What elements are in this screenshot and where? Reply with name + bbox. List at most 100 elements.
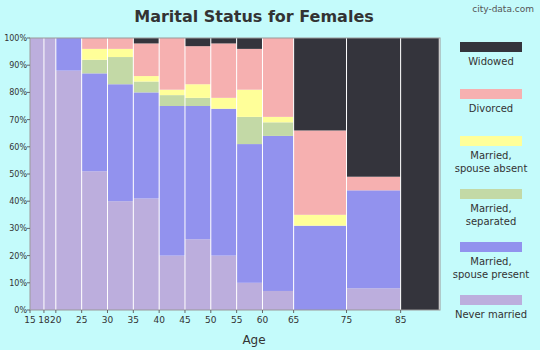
legend-label: Divorced — [469, 103, 513, 114]
x-tick-label: 30 — [102, 315, 114, 325]
y-tick-label: 80% — [9, 88, 27, 97]
x-tick — [400, 310, 401, 313]
y-tick — [27, 65, 30, 66]
x-tick-label: 20 — [50, 315, 62, 325]
y-tick — [27, 255, 30, 256]
y-tick — [27, 282, 30, 283]
segment — [185, 84, 211, 98]
segment — [133, 76, 159, 81]
y-tick — [27, 119, 30, 120]
legend-label: Widowed — [468, 56, 514, 67]
y-tick — [27, 38, 30, 39]
segment — [185, 38, 211, 46]
segment — [107, 38, 133, 49]
segment — [82, 38, 108, 49]
x-tick-label: 85 — [395, 315, 406, 325]
x-axis-label: Age — [242, 333, 265, 347]
x-tick — [43, 310, 44, 313]
x-tick — [293, 310, 294, 313]
segment — [107, 49, 133, 57]
x-tick — [81, 310, 82, 313]
watermark: city-data.com — [472, 4, 534, 14]
segment — [56, 71, 82, 310]
x-tick-label: 60 — [257, 315, 269, 325]
legend-swatch — [460, 295, 522, 305]
y-tick — [27, 92, 30, 93]
segment — [294, 215, 347, 226]
separator — [81, 38, 82, 310]
segment — [82, 60, 108, 74]
segment — [237, 90, 263, 117]
segment — [262, 117, 293, 122]
x-tick-label: 75 — [341, 315, 352, 325]
x-tick — [133, 310, 134, 313]
legend-label: Married,spouse present — [453, 256, 530, 280]
segment — [347, 190, 401, 288]
legend-label: Never married — [455, 309, 527, 320]
segment — [211, 98, 237, 109]
title: Marital Status for Females — [134, 7, 374, 26]
y-tick — [27, 201, 30, 202]
segment — [133, 92, 159, 198]
segment — [133, 82, 159, 93]
y-tick-label: 90% — [9, 61, 27, 70]
segment — [347, 177, 401, 191]
y-tick-label: 50% — [9, 170, 27, 179]
x-tick — [159, 310, 160, 313]
separator — [43, 38, 44, 310]
segment — [211, 256, 237, 310]
x-tick — [210, 310, 211, 313]
segment — [185, 98, 211, 106]
x-tick — [262, 310, 263, 313]
plot-area — [30, 38, 440, 310]
segment — [237, 283, 263, 310]
y-tick-label: 30% — [9, 224, 27, 233]
segment — [159, 256, 185, 310]
segment — [401, 38, 439, 310]
y-tick — [27, 146, 30, 147]
separator — [400, 38, 401, 310]
separator — [184, 38, 185, 310]
x-tick — [236, 310, 237, 313]
segment — [159, 95, 185, 106]
x-tick-label: 55 — [231, 315, 242, 325]
x-tick — [107, 310, 108, 313]
separator — [210, 38, 211, 310]
segment — [211, 38, 237, 43]
segment — [211, 109, 237, 256]
segment — [185, 106, 211, 239]
segment — [237, 117, 263, 144]
segment — [185, 239, 211, 310]
segment — [185, 46, 211, 84]
y-tick-label: 100% — [4, 34, 27, 43]
legend-swatch — [460, 189, 522, 199]
segment — [82, 171, 108, 310]
chart: Marital Status for Females city-data.com 0… — [0, 0, 540, 350]
segment — [107, 84, 133, 201]
segment — [294, 130, 347, 214]
segment — [133, 43, 159, 76]
segment — [237, 38, 263, 49]
y-tick-label: 40% — [9, 197, 27, 206]
separator — [262, 38, 263, 310]
x-tick — [184, 310, 185, 313]
x-tick-label: 25 — [76, 315, 87, 325]
x-tick-label: 15 — [24, 315, 35, 325]
segment — [347, 288, 401, 310]
segment — [82, 73, 108, 171]
x-tick-label: 18 — [38, 315, 50, 325]
separator — [107, 38, 108, 310]
legend-swatch — [460, 136, 522, 146]
segment — [237, 144, 263, 283]
background — [0, 0, 540, 350]
segment — [30, 38, 44, 310]
segment — [133, 38, 159, 43]
segment — [294, 226, 347, 310]
segment — [107, 201, 133, 310]
y-tick-label: 0% — [14, 306, 27, 315]
segment — [159, 38, 185, 90]
bars — [30, 38, 439, 310]
segment — [44, 38, 56, 310]
x-tick — [30, 310, 31, 313]
x-tick-label: 65 — [288, 315, 299, 325]
